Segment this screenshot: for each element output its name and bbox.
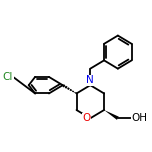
- Text: N: N: [86, 75, 94, 85]
- Text: OH: OH: [132, 113, 148, 123]
- Text: Cl: Cl: [3, 72, 13, 82]
- Polygon shape: [104, 110, 119, 120]
- Text: Cl: Cl: [3, 72, 13, 82]
- Text: O: O: [82, 113, 90, 123]
- Text: N: N: [86, 75, 94, 85]
- Text: OH: OH: [132, 113, 148, 123]
- Text: O: O: [82, 113, 90, 123]
